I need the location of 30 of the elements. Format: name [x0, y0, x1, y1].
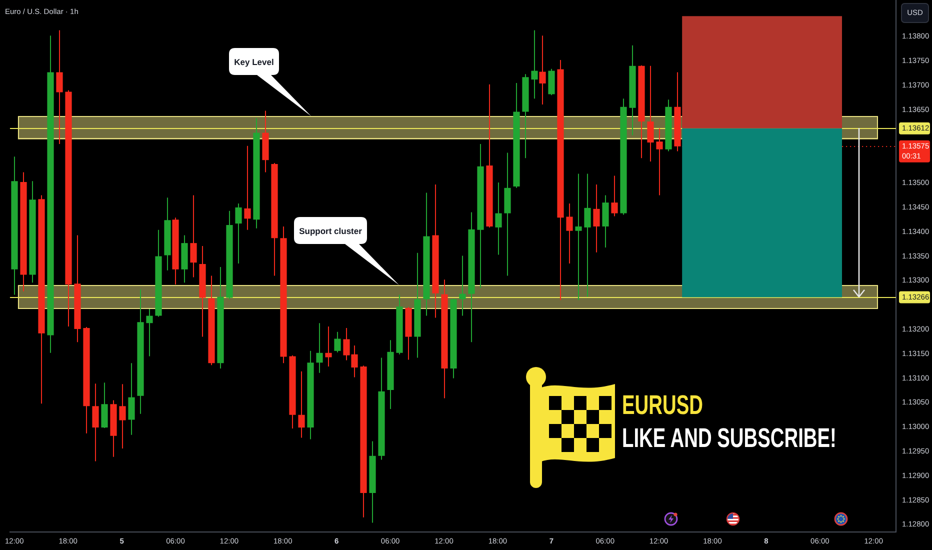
- annotation: LIKE AND SUBSCRIBE!: [622, 423, 836, 453]
- candlestick: [548, 68, 555, 96]
- candlestick: [495, 182, 502, 256]
- candlestick: [316, 322, 323, 374]
- candlestick: [56, 30, 63, 144]
- candlestick: [146, 308, 153, 357]
- candlestick: [531, 30, 538, 100]
- candlestick: [190, 194, 197, 278]
- candlestick: [611, 175, 618, 217]
- candlestick: [92, 383, 99, 462]
- candlestick: [566, 203, 573, 264]
- candlestick: [584, 173, 591, 298]
- candlestick: [298, 370, 305, 438]
- candlestick: [656, 128, 663, 196]
- candlestick: [235, 203, 242, 264]
- candlestick: [244, 145, 251, 230]
- candlestick: [128, 362, 135, 436]
- annotation: EURUSD: [622, 390, 703, 420]
- candlestick: [101, 382, 108, 429]
- annotation: Key Level: [233, 56, 275, 69]
- candlestick: [334, 331, 341, 353]
- candlestick: [593, 184, 600, 253]
- candlestick: [119, 384, 126, 450]
- candlestick: [539, 35, 546, 105]
- candlestick: [602, 194, 609, 248]
- candlestick: [325, 326, 332, 368]
- candlestick: [647, 65, 654, 162]
- candlestick: [459, 255, 466, 316]
- candlestick: [575, 173, 582, 301]
- annotation: Support cluster: [298, 224, 363, 238]
